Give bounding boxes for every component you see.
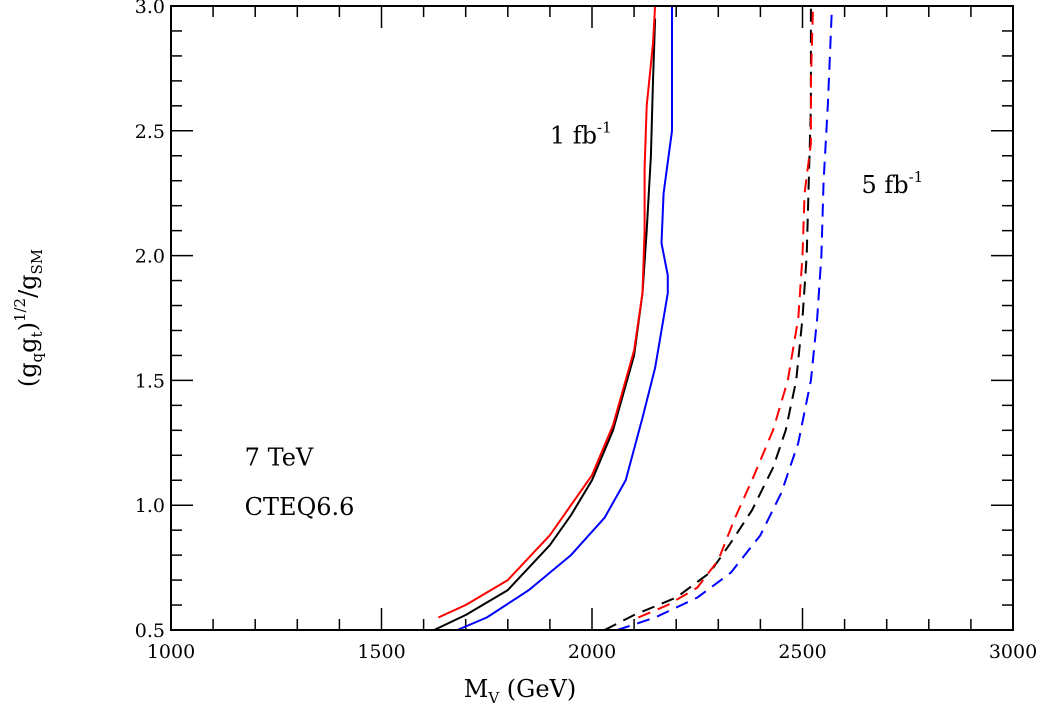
y-axis-title: (gqgt)1/2/gSM <box>11 249 46 387</box>
series-line <box>433 18 657 631</box>
annotation-1fb: 1 fb-1 <box>550 118 612 149</box>
y-axis-title-g: g <box>14 337 42 352</box>
y-tick-label: 2.0 <box>135 246 165 268</box>
y-axis-title-close: ) <box>14 322 42 331</box>
y-tick-label: 2.5 <box>135 121 165 143</box>
y-tick-label: 1.5 <box>135 370 165 392</box>
annotation-energy: 7 TeV <box>245 443 314 471</box>
annotation-pdf: CTEQ6.6 <box>245 493 355 521</box>
annotation-5fb: 5 fb-1 <box>861 168 923 199</box>
x-axis-title-main: M <box>464 675 489 703</box>
y-axis-title-slash: /g <box>14 274 42 297</box>
x-axis-title: MV (GeV) <box>464 675 576 707</box>
x-axis-title-sub: V <box>487 689 500 707</box>
annotation-1fb-sup: -1 <box>597 118 612 136</box>
y-axis-title-t: t <box>28 331 46 337</box>
annotation-5fb-sup: -1 <box>909 168 924 186</box>
annotation-5fb-text: 5 fb <box>861 171 908 199</box>
series-line <box>616 5 833 631</box>
x-tick-labels: 1000 1500 2000 2500 3000 <box>147 641 1037 663</box>
series-line <box>637 5 814 619</box>
y-tick-label: 0.5 <box>135 620 165 642</box>
series-line <box>604 6 812 631</box>
series-line <box>437 5 657 619</box>
y-tick-label: 3.0 <box>135 0 165 18</box>
y-tick-labels: 0.5 1.0 1.5 2.0 2.5 3.0 <box>135 0 165 642</box>
axis-ticks <box>170 5 1014 631</box>
y-axis-title-q: q <box>28 352 46 362</box>
annotation-1fb-text: 1 fb <box>550 121 597 149</box>
y-tick-label: 1.0 <box>135 495 165 517</box>
x-tick-label: 1000 <box>147 641 195 663</box>
y-axis-title-open: (g <box>14 362 42 387</box>
x-tick-label: 1500 <box>357 641 405 663</box>
x-axis-title-unit: (GeV) <box>499 675 576 703</box>
x-tick-label: 2500 <box>778 641 826 663</box>
y-axis-title-power: 1/2 <box>11 298 29 322</box>
series-line <box>456 6 673 631</box>
x-tick-label: 3000 <box>989 641 1037 663</box>
plot-frame <box>170 5 1014 631</box>
y-axis-title-sm: SM <box>28 249 46 275</box>
series-group <box>433 5 833 631</box>
x-tick-label: 2000 <box>568 641 616 663</box>
